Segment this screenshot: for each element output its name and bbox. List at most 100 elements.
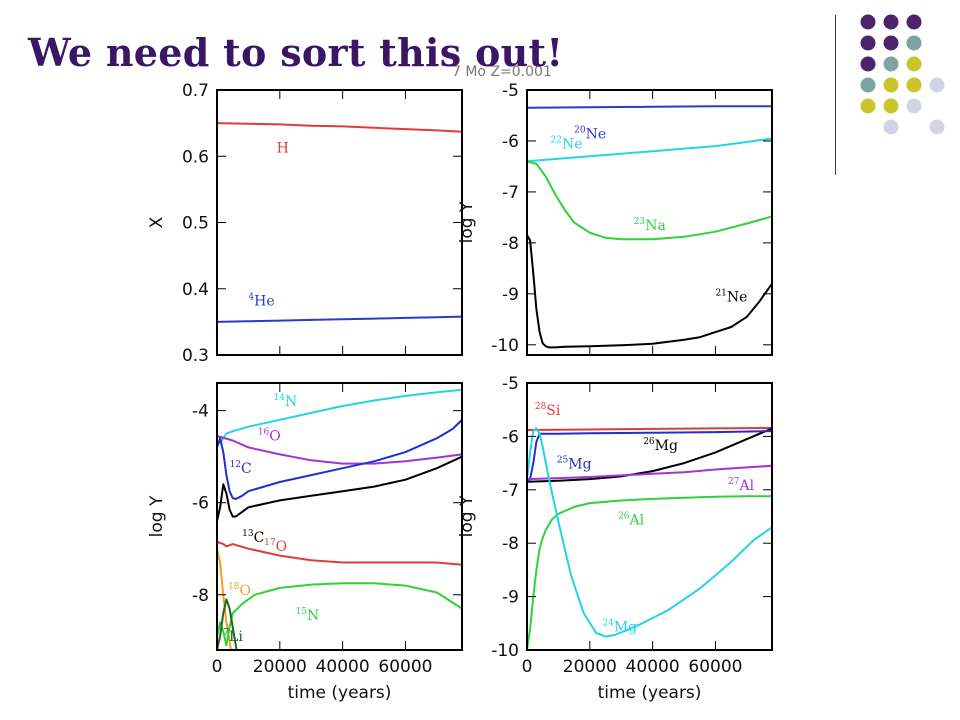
top-note: 7 Mo Z=0.001: [452, 64, 552, 80]
decor-dot: [929, 119, 945, 135]
series-label-23Na: 23Na: [634, 217, 666, 234]
series-label-16O: 16O: [258, 428, 281, 445]
y-tick-label: -8: [502, 534, 519, 554]
decor-dot: [860, 35, 876, 51]
decor-dot: [906, 35, 922, 51]
series-line-H: [217, 122, 462, 133]
x-tick-label: 40000: [316, 657, 370, 677]
y-tick-label: -7: [502, 183, 519, 203]
x-axis-label: time (years): [288, 683, 392, 703]
series-line-13C: [217, 455, 462, 522]
y-tick-label: 0.5: [182, 214, 209, 234]
series-label-28Si: 28Si: [535, 402, 561, 419]
series-label-18O: 18O: [228, 582, 251, 599]
series-line-16O: [217, 434, 462, 465]
y-tick-label: 0.7: [182, 81, 209, 101]
y-tick-label: -5: [502, 81, 519, 101]
series-label-14N: 14N: [274, 393, 298, 410]
decor-dot: [929, 77, 945, 93]
plot-frame: [526, 89, 773, 356]
y-tick-label: 0.3: [182, 346, 209, 366]
decor-dot: [906, 14, 922, 30]
series-label-15N: 15N: [296, 607, 320, 624]
decor-dot: [906, 98, 922, 114]
series-line-21Ne: [527, 234, 772, 349]
series-line-27Al: [527, 464, 772, 481]
series-label-24Mg: 24Mg: [602, 618, 637, 635]
decor-dot: [883, 14, 899, 30]
y-tick-label: -6: [502, 427, 519, 447]
series-line-25Mg: [527, 430, 772, 483]
x-tick-label: 60000: [688, 657, 742, 677]
series-line-22Ne: [527, 137, 772, 163]
series-line-4He: [217, 315, 462, 323]
y-tick-label: -6: [192, 494, 209, 514]
series-line-26Mg: [527, 427, 772, 483]
series-line-15N: [217, 582, 462, 647]
series-label-7Li: 7Li: [223, 628, 243, 645]
series-line-23Na: [527, 160, 772, 241]
series-label-21Ne: 21Ne: [715, 288, 747, 305]
plot-frame: [526, 382, 773, 651]
series-label-17O: 17O: [264, 538, 287, 555]
x-tick-label: 0: [212, 657, 223, 677]
chart-panel-bottom-left: -8 -6 -4 0 20000 40000 60000 time (years) log Y 1…: [147, 382, 463, 703]
y-tick-label: 0.6: [182, 147, 209, 167]
decorative-dot-grid: [860, 14, 945, 135]
decor-dot: [883, 98, 899, 114]
series-line-12C: [217, 419, 462, 500]
plot-frame: [216, 382, 463, 651]
series-label-4He: 4He: [248, 292, 274, 309]
chart-panel-top-left: 0.3 0.4 0.5 0.6 0.7 X H 4He: [147, 81, 463, 366]
decor-dot: [860, 56, 876, 72]
slide-title: We need to sort this out!: [28, 30, 564, 75]
y-tick-label: -8: [502, 234, 519, 254]
series-line-26Al: [527, 495, 772, 650]
series-line-17O: [217, 540, 462, 566]
decor-dot: [883, 56, 899, 72]
series-label-H: H: [277, 140, 289, 156]
series-label-20Ne: 20Ne: [574, 125, 606, 142]
series-label-27Al: 27Al: [728, 477, 755, 494]
series-line-14N: [217, 388, 462, 446]
decor-dot: [906, 77, 922, 93]
decor-dot: [883, 35, 899, 51]
x-axis-label: time (years): [598, 683, 702, 703]
y-tick-label: -5: [502, 374, 519, 394]
chart-panel-bottom-right: -10 -9 -8 -7 -6 -5 0 20000 40000 60000 time (years…: [457, 374, 773, 703]
y-tick-label: -10: [491, 336, 519, 356]
decor-dot: [860, 77, 876, 93]
series-line-24Mg: [527, 427, 772, 638]
series-label-25Mg: 25Mg: [557, 455, 592, 472]
y-tick-label: -10: [491, 641, 519, 661]
series-line-7Li: [217, 598, 238, 650]
y-axis-label: log Y: [147, 495, 167, 537]
decor-dot: [860, 98, 876, 114]
decor-dot: [860, 14, 876, 30]
decor-dot: [883, 77, 899, 93]
series-label-13C: 13C: [242, 529, 264, 546]
y-tick-label: -8: [192, 586, 209, 606]
y-tick-label: -6: [502, 132, 519, 152]
series-label-26Al: 26Al: [618, 512, 645, 529]
y-tick-label: -7: [502, 481, 519, 501]
series-label-26Mg: 26Mg: [643, 437, 678, 454]
y-axis-label: log Y: [457, 495, 477, 537]
x-tick-label: 40000: [626, 657, 680, 677]
y-axis-label: log Y: [457, 201, 477, 243]
series-label-22Ne: 22Ne: [551, 136, 583, 153]
decor-dot: [883, 119, 899, 135]
series-line-20Ne: [527, 105, 772, 109]
x-tick-label: 60000: [378, 657, 432, 677]
decor-dot: [906, 56, 922, 72]
y-tick-label: -9: [502, 285, 519, 305]
x-tick-label: 20000: [563, 657, 617, 677]
series-label-12C: 12C: [230, 460, 252, 477]
y-tick-label: -4: [192, 402, 209, 422]
y-tick-label: -9: [502, 588, 519, 608]
divider-line: [835, 15, 836, 175]
x-tick-label: 0: [522, 657, 533, 677]
x-tick-label: 20000: [253, 657, 307, 677]
